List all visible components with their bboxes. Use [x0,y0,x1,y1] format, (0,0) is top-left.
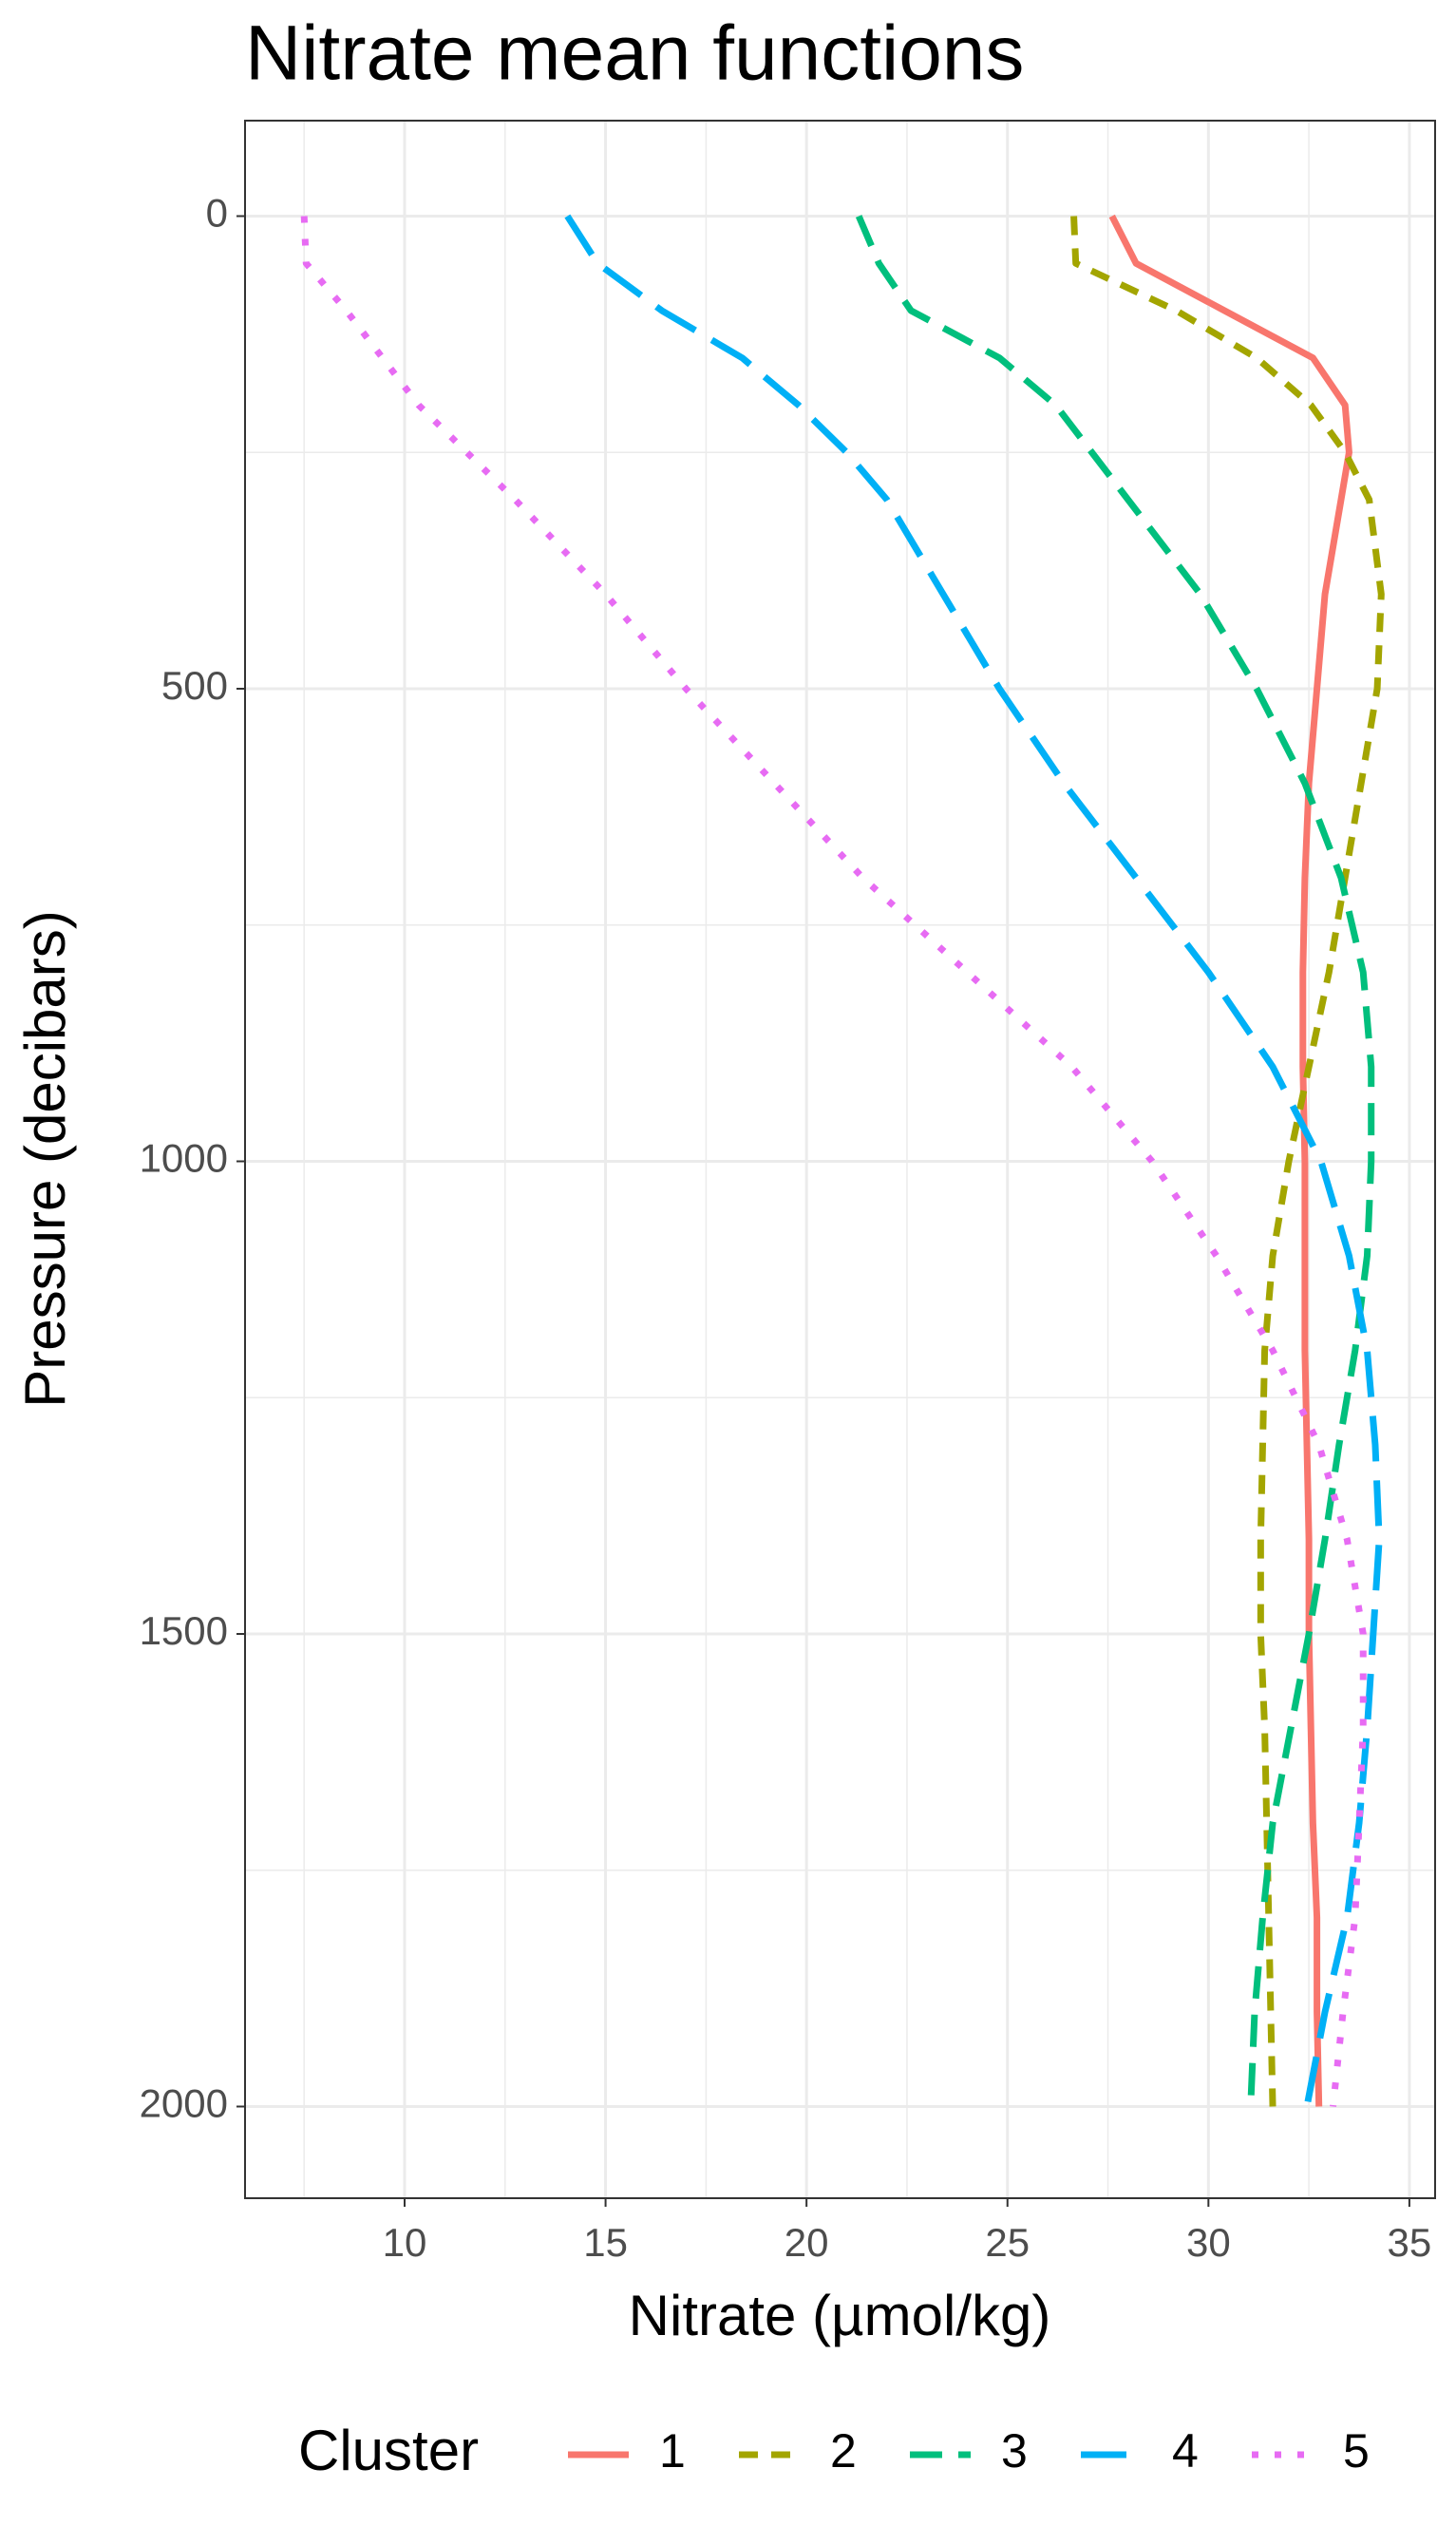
y-tick-label: 0 [206,191,228,236]
axes: 10 15 20 25 30 35 0 500 1000 1500 2000 [140,191,1432,2266]
series-line [300,216,1367,2107]
legend-label: 5 [1343,2424,1370,2478]
x-tick-label: 20 [785,2220,829,2265]
grid [245,121,1435,2198]
x-tick-label: 35 [1388,2220,1432,2265]
y-tick-label: 1500 [140,1608,228,1653]
series-line [855,215,1375,2107]
legend-label: 2 [830,2424,857,2478]
y-tick-label: 500 [161,663,228,708]
series-line [564,214,1383,2108]
x-tick-label: 30 [1186,2220,1231,2265]
y-axis-title: Pressure (decibars) [13,910,77,1408]
y-tick-label: 1000 [140,1136,228,1181]
x-axis-title: Nitrate (µmol/kg) [629,2284,1051,2347]
x-tick-label: 15 [583,2220,628,2265]
legend-title: Cluster [298,2419,479,2482]
legend-label: 1 [659,2424,686,2478]
legend-label: 3 [1001,2424,1028,2478]
series-line [1070,216,1385,2107]
x-tick-label: 10 [383,2220,427,2265]
x-tick-label: 25 [985,2220,1030,2265]
y-tick-label: 2000 [140,2081,228,2126]
plot-lines [300,214,1385,2108]
legend-label: 4 [1172,2424,1199,2478]
chart-title: Nitrate mean functions [245,10,1024,97]
series-line [1108,214,1352,2107]
legend: Cluster 1 2 3 4 5 [298,2419,1370,2482]
panel-border [244,120,1436,2199]
